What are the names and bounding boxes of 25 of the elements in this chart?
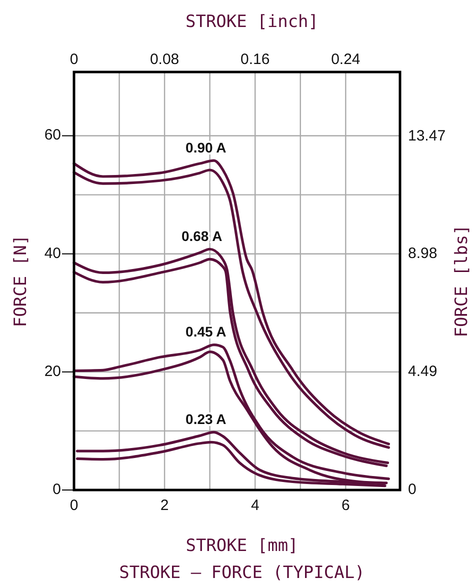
x-axis-title: STROKE [mm]	[186, 536, 298, 556]
y2-tick-label: 0	[408, 480, 416, 498]
x-tick-label: 4	[250, 497, 260, 514]
x-tick-label: 6	[341, 497, 350, 514]
text: STROKE – FORCE (TYPICAL)	[119, 563, 365, 583]
series-label: 0.90 A	[186, 139, 226, 156]
x-tick-label: 2	[160, 497, 169, 514]
y-tick-label: 0	[52, 480, 61, 498]
y2-tick-label: 8.98	[408, 245, 438, 262]
y2-axis-title: FORCE [lbs]	[452, 224, 472, 338]
x2-tick-label: 0.08	[150, 51, 180, 68]
y-tick-label: 40	[44, 244, 61, 262]
y2-tick-label: 4.49	[408, 363, 438, 380]
y-axis-title: FORCE [N]	[11, 234, 31, 328]
x2-tick-label: 0.16	[240, 51, 270, 68]
y-tick-label: 60	[44, 126, 61, 144]
x-tick-label: 0	[70, 497, 78, 514]
x2-tick-label: 0.24	[331, 51, 360, 68]
x2-tick-label: 0	[70, 51, 78, 68]
y2-tick-label: 13.47	[408, 127, 446, 144]
series-label: 0.45 A	[186, 323, 226, 340]
series-label: 0.23 A	[186, 410, 226, 427]
series-label: 0.68 A	[181, 228, 222, 244]
x2-axis-title: STROKE [inch]	[185, 12, 319, 32]
y-tick-label: 20	[44, 362, 61, 380]
